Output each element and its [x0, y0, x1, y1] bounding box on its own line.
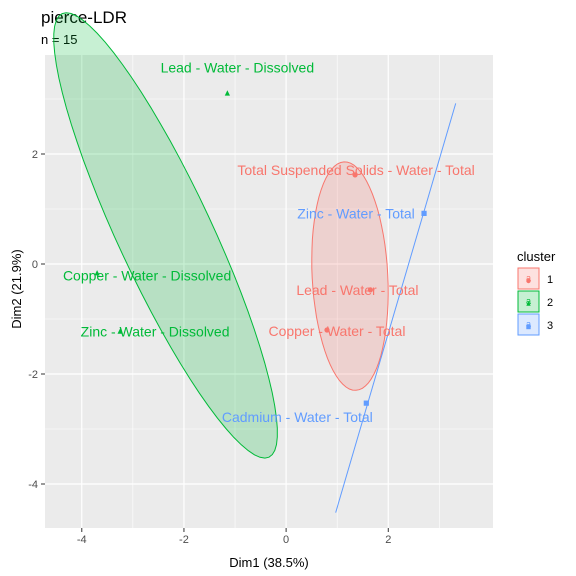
y-axis-ticks: -4 -2 0 2: [28, 149, 45, 491]
legend-marker: [526, 278, 531, 284]
data-point: [94, 270, 100, 276]
point-label: Copper - Water - Total: [269, 323, 406, 339]
cluster-hulls: [53, 12, 457, 513]
y-tick-label: -4: [28, 479, 38, 491]
cluster-1-ellipse: [311, 161, 389, 391]
x-tick-label: -4: [77, 534, 87, 546]
point-labels: Lead - Water - Dissolved Copper - Water -…: [63, 60, 475, 426]
legend-key-glyph: a: [526, 273, 531, 283]
data-points: [94, 90, 427, 406]
point-label: Copper - Water - Dissolved: [63, 267, 231, 283]
x-tick-label: -2: [179, 534, 189, 546]
legend-label: 3: [547, 320, 553, 332]
legend-label: 1: [547, 274, 553, 286]
point-label: Zinc - Water - Dissolved: [81, 324, 230, 340]
chart-subtitle: n = 15: [41, 32, 78, 47]
data-point: [367, 287, 374, 293]
data-point: [421, 210, 427, 216]
point-label: Lead - Water - Dissolved: [161, 60, 315, 76]
data-point: [352, 172, 358, 178]
major-gridlines: [45, 55, 493, 528]
data-point: [324, 327, 330, 333]
legend-key-1: [517, 267, 540, 290]
x-tick-label: 0: [283, 534, 289, 546]
cluster-2-ellipse: [53, 12, 278, 459]
plot-panel: [45, 55, 493, 528]
point-label: Total Suspended Solids - Water - Total: [237, 162, 474, 178]
legend-marker: [526, 301, 531, 306]
point-label: Lead - Water - Total: [296, 282, 418, 298]
data-point: [363, 400, 369, 406]
legend-key-glyph: a: [526, 296, 531, 306]
y-axis-title: Dim2 (21.9%): [9, 249, 24, 328]
y-tick-label: 2: [32, 149, 38, 161]
x-axis-title: Dim1 (38.5%): [229, 555, 308, 570]
data-point: [224, 90, 230, 96]
cluster-3-line: [335, 103, 457, 513]
legend-label: 2: [547, 297, 553, 309]
data-point: [117, 328, 123, 334]
x-axis-ticks: -4 -2 0 2: [77, 528, 391, 546]
minor-gridlines: [45, 55, 493, 528]
legend: cluster a 1 a 2 a 3: [517, 249, 556, 336]
chart-title: pierce-LDR: [41, 8, 127, 27]
y-tick-label: 0: [32, 259, 38, 271]
point-label: Cadmium - Water - Total: [222, 409, 373, 425]
legend-title: cluster: [517, 249, 556, 264]
legend-key-3: [517, 313, 540, 336]
x-tick-label: 2: [385, 534, 391, 546]
legend-marker: [526, 324, 531, 330]
legend-key-glyph: a: [526, 319, 531, 329]
y-tick-label: -2: [28, 369, 38, 381]
point-label: Zinc - Water - Total: [297, 205, 414, 221]
